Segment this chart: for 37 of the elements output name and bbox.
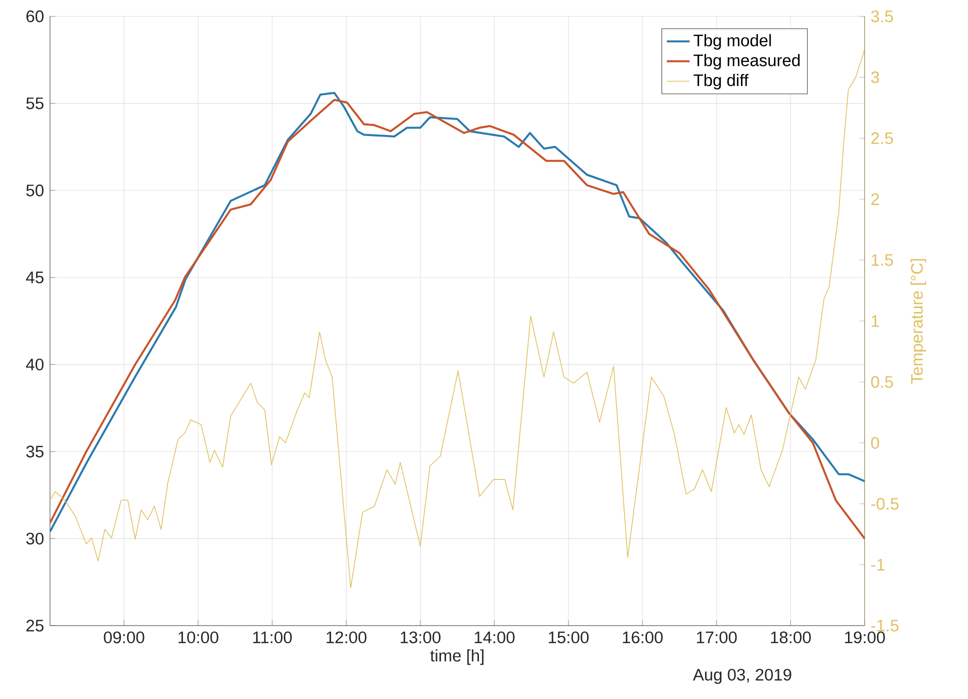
y2-tick-label: 2.5: [871, 132, 893, 144]
y-tick-label: 50: [26, 184, 44, 196]
x-tick-label: 19:00: [845, 632, 885, 644]
y2-tick-label: 3: [871, 72, 880, 84]
y2-axis-title: Temperature [°C]: [910, 259, 926, 384]
y-tick-label: 40: [26, 358, 44, 371]
text: Aug 03, 2019: [692, 668, 792, 684]
x-tick-label: 12:00: [326, 632, 366, 644]
x-tick-label: 18:00: [771, 632, 811, 644]
x-tick-label: 15:00: [548, 632, 589, 644]
y2-tick-label: -0.5: [871, 498, 899, 510]
x-tick-label: 14:00: [474, 632, 515, 644]
y2-tick-label: 1: [872, 315, 879, 327]
y-tick-label: 25: [26, 620, 44, 632]
x-tick-label: 13:00: [400, 632, 440, 644]
legend-label: Tbg model: [694, 34, 771, 50]
y2-tick-label: -1.5: [871, 620, 899, 632]
y2-tick-label: 2: [871, 193, 879, 206]
y-tick-label: 55: [26, 98, 44, 110]
legend-label: Tbg diff: [694, 74, 749, 90]
y-tick-label: 60: [26, 10, 44, 22]
y-tick-label: 30: [26, 532, 44, 545]
x-tick-label: 16:00: [622, 632, 663, 644]
x-tick-label: 17:00: [696, 632, 737, 644]
y2-tick-label: -1: [871, 559, 884, 571]
x-tick-label: 10:00: [178, 632, 218, 644]
y2-tick-label: 0.5: [871, 376, 893, 388]
x-tick-label: 09:00: [104, 632, 144, 644]
y2-tick-label: 3.5: [871, 10, 893, 22]
y2-tick-label: 1.5: [872, 254, 893, 266]
line-series: [50, 49, 865, 588]
x-tick-label: 11:00: [253, 632, 292, 644]
legend-label: Tbg measured: [694, 54, 800, 70]
y-tick-label: 45: [26, 272, 44, 284]
x-axis-title: time [h]: [430, 649, 484, 666]
y2-tick-label: 0: [871, 437, 880, 449]
y-tick-label: 35: [26, 446, 44, 458]
